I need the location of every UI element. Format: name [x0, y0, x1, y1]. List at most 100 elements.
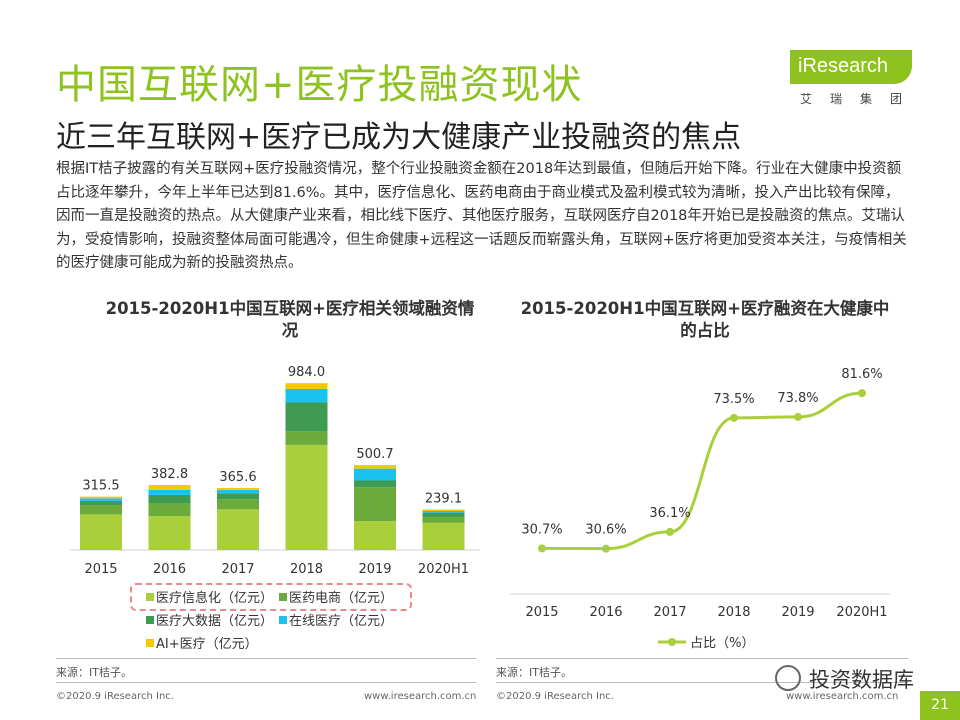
line-legend-label: 占比（%）	[690, 636, 755, 651]
logo-badge: iResearch	[790, 50, 912, 84]
bar-segment-2019-0	[354, 521, 396, 550]
bar-total-label: 239.1	[425, 491, 462, 506]
legend-item: 医疗大数据（亿元）	[146, 614, 273, 629]
legend-swatch	[146, 593, 154, 601]
line-x-tick-label: 2016	[589, 605, 622, 620]
bar-segment-2019-3	[354, 468, 396, 481]
legend-row: 医疗大数据（亿元） 在线医疗（亿元）	[146, 610, 393, 629]
divider-right	[496, 658, 908, 659]
bar-segment-2017-4	[217, 487, 259, 490]
line-point	[538, 544, 546, 553]
line-x-tick-label: 2017	[653, 605, 686, 620]
bar-segment-2017-0	[217, 509, 259, 550]
bar-total-label: 365.6	[219, 470, 256, 485]
bar-segment-2016-2	[148, 494, 191, 504]
line-legend-marker	[658, 638, 686, 646]
bar-segment-2016-3	[148, 489, 191, 495]
bar-total-label: 315.5	[82, 479, 119, 494]
line-data-label: 73.5%	[713, 392, 754, 407]
source-right: 来源：IT桔子。	[496, 666, 572, 679]
legend-label: AI+医疗（亿元）	[156, 637, 258, 652]
bar-segment-2019-2	[354, 480, 396, 488]
legend-row: AI+医疗（亿元）	[146, 633, 258, 652]
bar-segment-2018-3	[285, 388, 328, 403]
page-title: 中国互联网+医疗投融资现状	[56, 62, 583, 108]
bar-segment-2015-1	[80, 505, 122, 515]
line-point	[730, 413, 738, 422]
legend-swatch	[279, 593, 288, 601]
line-x-tick-label: 2019	[781, 605, 814, 620]
bar-segment-2020H1-0	[422, 522, 465, 550]
logo-subtitle: 艾瑞集团	[800, 92, 921, 106]
bar-x-tick-label: 2015	[84, 562, 117, 577]
body-paragraph: 根据IT桔子披露的有关互联网+医疗投融资情况，整个行业投融资金额在2018年达到…	[56, 161, 907, 271]
divider-left	[56, 658, 476, 659]
footer-copyright-left: ©2020.9 iResearch Inc.	[56, 691, 174, 702]
legend-item: 医疗信息化（亿元）	[146, 591, 273, 606]
bar-segment-2016-4	[148, 485, 191, 490]
bar-chart: 315.5 2015 382.8 2016 365.6 2017 984.0 2018 500.…	[70, 365, 480, 577]
bar-x-tick-label: 2017	[221, 562, 254, 577]
bar-segment-2018-0	[285, 444, 328, 550]
line-chart-title: 2015-2020H1中国互联网+医疗融资在大健康中的占比	[520, 299, 890, 340]
iresearch-logo: iResearch 艾瑞集团	[790, 50, 918, 110]
bar-segment-2017-3	[217, 489, 259, 494]
line-chart-legend: 占比（%）	[658, 632, 755, 651]
bar-x-tick-label: 2019	[358, 562, 391, 577]
bar-segment-2015-4	[80, 496, 122, 499]
bar-total-label: 382.8	[151, 467, 188, 482]
legend-swatch	[279, 616, 288, 624]
legend-label: 医疗大数据（亿元）	[156, 614, 274, 629]
line-x-tick-label: 2015	[525, 605, 558, 620]
legend-item: 在线医疗（亿元）	[279, 614, 393, 629]
bar-chart-title: 2015-2020H1中国互联网+医疗相关领域融资情况	[105, 299, 475, 340]
legend-label: 医药电商（亿元）	[289, 591, 394, 606]
line-point	[602, 544, 610, 553]
bar-segment-2018-4	[285, 383, 328, 389]
line-point	[858, 389, 866, 398]
watermark: 投资数据库	[775, 664, 914, 694]
bar-segment-2015-3	[80, 498, 122, 501]
footer-copyright-right: ©2020.9 iResearch Inc.	[496, 691, 614, 702]
bar-segment-2020H1-2	[422, 512, 465, 517]
bar-segment-2015-0	[80, 514, 122, 550]
bar-x-tick-label: 2020H1	[418, 562, 469, 577]
footer-divider-left	[56, 682, 476, 683]
legend-highlight-box	[130, 583, 412, 611]
legend-label: 在线医疗（亿元）	[289, 614, 394, 629]
bar-segment-2019-1	[354, 487, 396, 522]
bar-segment-2020H1-3	[422, 511, 465, 513]
bar-segment-2019-4	[354, 465, 396, 469]
watermark-text: 投资数据库	[809, 668, 914, 692]
logo-text: iResearch	[798, 55, 889, 77]
line-data-label: 30.7%	[521, 522, 562, 537]
bar-segment-2017-2	[217, 493, 259, 500]
bar-x-tick-label: 2016	[153, 562, 186, 577]
line-data-label: 30.6%	[585, 523, 626, 538]
legend-item: 医药电商（亿元）	[279, 591, 393, 606]
bar-segment-2016-0	[148, 516, 191, 550]
line-point	[794, 412, 802, 421]
wechat-icon	[775, 665, 801, 691]
bar-segment-2018-1	[285, 431, 328, 445]
bar-segment-2018-2	[285, 402, 328, 432]
bar-segment-2020H1-4	[422, 509, 465, 512]
legend-swatch	[146, 616, 154, 624]
bar-total-label: 984.0	[288, 365, 325, 380]
footer-divider-right	[496, 682, 908, 683]
legend-label: 医疗信息化（亿元）	[156, 591, 274, 606]
source-left: 来源：IT桔子。	[56, 666, 132, 679]
bar-segment-2016-1	[148, 503, 191, 517]
line-x-tick-label: 2020H1	[836, 605, 887, 620]
page-number: 21	[920, 691, 960, 720]
line-point	[666, 527, 674, 536]
bar-segment-2015-2	[80, 500, 122, 506]
footer-url-left: www.iresearch.com.cn	[364, 691, 477, 702]
bar-x-tick-label: 2018	[290, 562, 323, 577]
legend-row: 医疗信息化（亿元） 医药电商（亿元）	[146, 587, 393, 606]
line-chart: 30.7% 2015 30.6% 2016 36.1% 2017 73.5% 2018 73.8…	[510, 367, 890, 620]
footer-url-right: www.iresearch.com.cn	[786, 691, 899, 702]
page-subtitle: 近三年互联网+医疗已成为大健康产业投融资的焦点	[56, 120, 742, 155]
bar-total-label: 500.7	[356, 447, 393, 462]
line-data-label: 81.6%	[841, 367, 882, 382]
